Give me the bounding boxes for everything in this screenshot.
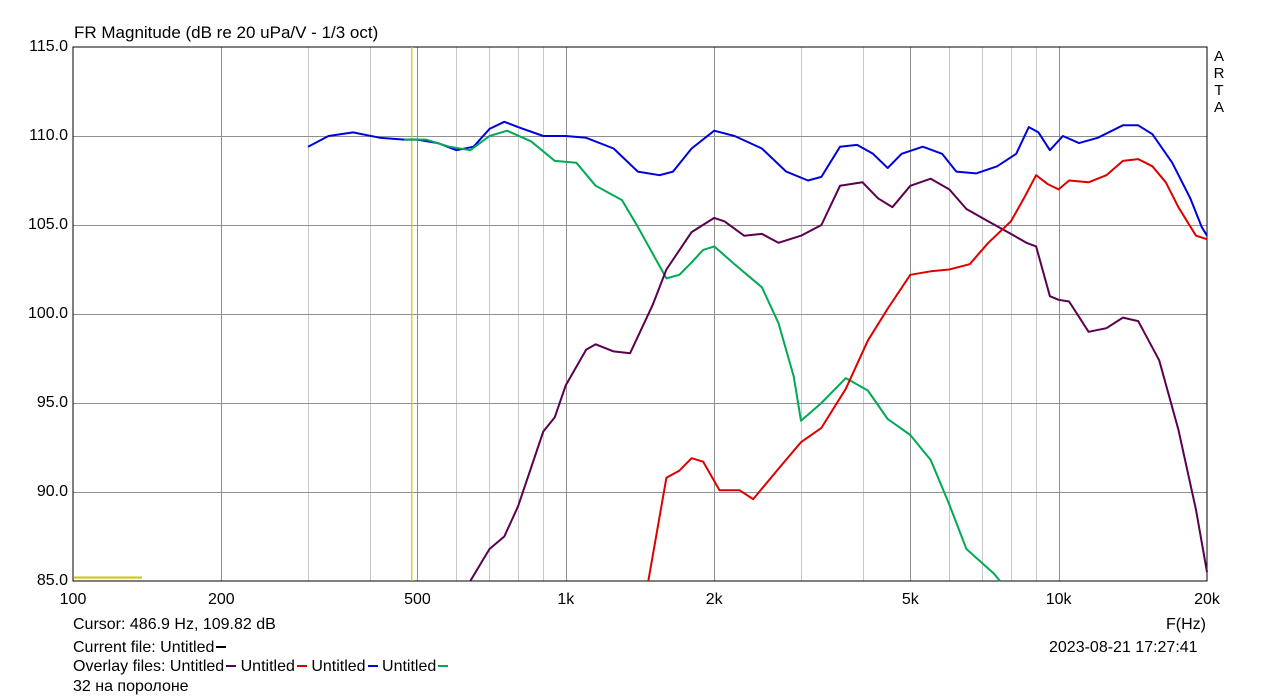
x-tick-label: 20k	[1194, 591, 1220, 608]
measurement-note: 32 на поролоне	[73, 678, 189, 695]
y-tick-label: 90.0	[36, 483, 68, 500]
overlay-files: Overlay files: Untitled Untitled Untitle…	[73, 658, 449, 676]
watermark-letter: A	[1213, 48, 1224, 65]
legend-swatch-red	[296, 664, 307, 667]
y-tick-label: 110.0	[29, 127, 68, 144]
current-file-swatch	[216, 645, 227, 648]
timestamp: 2023-08-21 17:27:41	[1049, 639, 1198, 656]
chart-title: FR Magnitude (dB re 20 uPa/V - 1/3 oct)	[74, 23, 379, 42]
x-tick-label: 10k	[1045, 591, 1072, 608]
watermark-letter: T	[1214, 82, 1224, 99]
x-tick-label: 500	[404, 591, 431, 608]
curves	[307, 120, 1208, 582]
legend-swatch-purple	[226, 664, 237, 667]
overlay-name: Untitled	[382, 658, 437, 675]
series-line-3	[647, 158, 1208, 582]
x-tick-label: 100	[59, 591, 87, 608]
plot-frame	[72, 46, 1208, 582]
y-tick-label: 95.0	[36, 394, 68, 411]
series-line-1	[404, 129, 1001, 582]
watermark-letter: A	[1213, 99, 1224, 116]
y-tick-label: 100.0	[27, 305, 68, 322]
y-tick-label: 115.0	[29, 38, 68, 55]
current-file: Current file: Untitled	[73, 639, 227, 657]
series-line-2	[469, 177, 1208, 582]
current-file-label: Current file: Untitled	[73, 639, 215, 656]
series-line-0	[307, 120, 1208, 237]
overlay-name: Untitled	[240, 658, 295, 675]
legend-swatch-green	[438, 664, 449, 667]
overlay-label: Overlay files: Untitled	[73, 658, 225, 675]
watermark-letter: R	[1213, 65, 1225, 82]
grid-lines	[73, 47, 1207, 581]
legend-swatch-blue	[367, 664, 378, 667]
y-tick-label: 85.0	[36, 572, 68, 589]
x-tick-label: 200	[207, 591, 235, 608]
overlay-name: Untitled	[311, 658, 366, 675]
x-tick-label: 5k	[901, 591, 919, 608]
cursor-readout: Cursor: 486.9 Hz, 109.82 dB	[73, 616, 276, 633]
x-tick-label: 1k	[557, 591, 575, 608]
y-tick-label: 105.0	[27, 216, 68, 233]
x-tick-label: 2k	[705, 591, 723, 608]
x-axis-label: F(Hz)	[1166, 616, 1206, 633]
arta-watermark: A R T A	[1212, 48, 1226, 116]
